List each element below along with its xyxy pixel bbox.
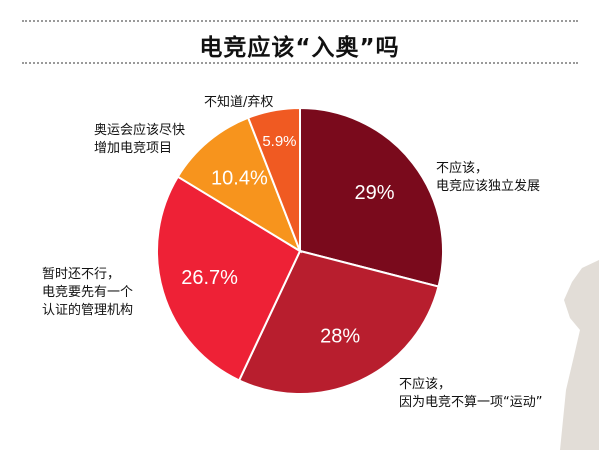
chart-title: 电竞应该“入奥”吗 xyxy=(199,35,400,61)
pie-slice-not-yet xyxy=(156,175,302,382)
pie-slice-unknown xyxy=(246,106,301,252)
slice-label-not-yet: 暂时还不行， 电竞要先有一个 认证的管理机构 xyxy=(42,266,133,320)
slice-label-add-soon: 奥运会应该尽快 增加电竞项目 xyxy=(94,122,185,158)
pie-slice-independent xyxy=(299,106,444,288)
label-line: 不应该， xyxy=(399,377,452,392)
pie-value-label-add-soon: 10.4% xyxy=(211,168,268,190)
slice-label-unknown: 不知道/弃权 xyxy=(204,94,273,112)
decorative-figure-silhouette xyxy=(560,260,599,450)
label-line: 增加电竞项目 xyxy=(94,141,173,156)
pie-slice-not-sport xyxy=(237,249,440,395)
title-dotted-divider xyxy=(22,62,578,64)
slice-label-not-sport: 不应该， 因为电竞不算一项“运动” xyxy=(399,376,542,412)
pie-value-label-independent: 29% xyxy=(355,182,395,204)
pie-value-label-not-sport: 28% xyxy=(320,325,360,347)
label-line: 电竞应该独立发展 xyxy=(436,179,541,194)
pie-slice-add-soon xyxy=(176,116,303,254)
pie-value-label-not-yet: 26.7% xyxy=(181,267,238,289)
label-line: 奥运会应该尽快 xyxy=(94,123,186,138)
top-dotted-divider xyxy=(22,20,578,22)
label-line: 因为电竞不算一项“运动” xyxy=(399,395,543,410)
pie-value-label-unknown: 5.9% xyxy=(262,133,296,150)
label-line: 不知道/弃权 xyxy=(204,95,274,110)
label-line: 认证的管理机构 xyxy=(42,303,134,318)
label-line: 不应该， xyxy=(436,161,489,176)
label-line: 暂时还不行， xyxy=(42,267,121,282)
label-line: 电竞要先有一个 xyxy=(42,285,134,300)
slice-label-independent: 不应该， 电竞应该独立发展 xyxy=(436,160,540,196)
